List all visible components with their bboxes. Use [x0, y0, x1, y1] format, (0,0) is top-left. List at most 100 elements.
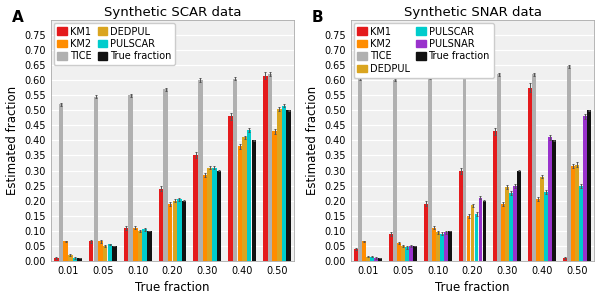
- Bar: [424, 204, 428, 261]
- Bar: [540, 177, 544, 261]
- Bar: [505, 187, 509, 261]
- Bar: [124, 228, 128, 261]
- Bar: [428, 78, 431, 261]
- Bar: [479, 198, 482, 261]
- Bar: [263, 76, 268, 261]
- Text: B: B: [311, 10, 323, 25]
- Bar: [436, 232, 440, 261]
- Bar: [251, 140, 256, 261]
- Bar: [587, 110, 591, 261]
- Bar: [282, 106, 286, 261]
- Title: Synthetic SNAR data: Synthetic SNAR data: [404, 6, 542, 19]
- Legend: KM1, KM2, TICE, DEDPUL, PULSCAR, True fraction: KM1, KM2, TICE, DEDPUL, PULSCAR, True fr…: [53, 22, 175, 65]
- Bar: [544, 192, 548, 261]
- Bar: [158, 189, 163, 261]
- Bar: [470, 205, 475, 261]
- Bar: [268, 74, 272, 261]
- Bar: [563, 258, 567, 261]
- Bar: [579, 186, 583, 261]
- Bar: [177, 199, 182, 261]
- Bar: [482, 201, 487, 261]
- Bar: [128, 95, 133, 261]
- Bar: [409, 246, 413, 261]
- Bar: [112, 246, 117, 261]
- Bar: [193, 155, 198, 261]
- Bar: [277, 109, 281, 261]
- Bar: [567, 67, 571, 261]
- Bar: [59, 104, 64, 261]
- Bar: [583, 116, 587, 261]
- Bar: [458, 170, 463, 261]
- Bar: [475, 214, 478, 261]
- Bar: [532, 74, 536, 261]
- Bar: [54, 258, 59, 261]
- Bar: [107, 244, 112, 261]
- X-axis label: True fraction: True fraction: [135, 281, 210, 294]
- Bar: [432, 228, 436, 261]
- Bar: [463, 76, 466, 261]
- Bar: [238, 146, 242, 261]
- Bar: [68, 255, 73, 261]
- Bar: [517, 170, 521, 261]
- Bar: [529, 88, 532, 261]
- Bar: [89, 242, 94, 261]
- Bar: [103, 246, 107, 261]
- Text: A: A: [11, 10, 23, 25]
- Bar: [77, 258, 82, 261]
- Bar: [370, 256, 374, 261]
- Bar: [571, 166, 575, 261]
- Bar: [208, 167, 212, 261]
- Bar: [393, 80, 397, 261]
- Bar: [389, 234, 393, 261]
- Bar: [64, 242, 68, 261]
- Legend: KM1, KM2, TICE, DEDPUL, PULSCAR, PULSNAR, True fraction: KM1, KM2, TICE, DEDPUL, PULSCAR, PULSNAR…: [353, 22, 494, 78]
- Bar: [217, 170, 221, 261]
- Bar: [536, 199, 540, 261]
- Bar: [272, 131, 277, 261]
- Bar: [374, 258, 378, 261]
- Y-axis label: Estimated fraction: Estimated fraction: [5, 86, 19, 195]
- Bar: [401, 246, 405, 261]
- Bar: [548, 137, 552, 261]
- X-axis label: True fraction: True fraction: [435, 281, 510, 294]
- Bar: [413, 246, 417, 261]
- Bar: [163, 89, 168, 261]
- Bar: [147, 231, 152, 261]
- Bar: [98, 242, 103, 261]
- Bar: [229, 116, 233, 261]
- Bar: [448, 231, 452, 261]
- Bar: [467, 216, 470, 261]
- Bar: [182, 201, 187, 261]
- Bar: [444, 232, 448, 261]
- Bar: [497, 74, 502, 261]
- Bar: [242, 137, 247, 261]
- Bar: [133, 228, 137, 261]
- Bar: [233, 79, 238, 261]
- Bar: [286, 110, 291, 261]
- Title: Synthetic SCAR data: Synthetic SCAR data: [104, 6, 241, 19]
- Bar: [575, 164, 579, 261]
- Bar: [502, 204, 505, 261]
- Bar: [73, 258, 77, 261]
- Bar: [440, 234, 443, 261]
- Bar: [142, 230, 147, 261]
- Bar: [552, 140, 556, 261]
- Bar: [198, 80, 203, 261]
- Bar: [405, 248, 409, 261]
- Bar: [509, 193, 513, 261]
- Bar: [94, 97, 98, 261]
- Bar: [354, 249, 358, 261]
- Bar: [378, 258, 382, 261]
- Bar: [138, 231, 142, 261]
- Bar: [514, 186, 517, 261]
- Bar: [362, 242, 366, 261]
- Bar: [366, 256, 370, 261]
- Bar: [358, 79, 362, 261]
- Bar: [493, 131, 497, 261]
- Bar: [247, 130, 251, 261]
- Y-axis label: Estimated fraction: Estimated fraction: [305, 86, 319, 195]
- Bar: [397, 243, 401, 261]
- Bar: [173, 201, 177, 261]
- Bar: [203, 175, 207, 261]
- Bar: [168, 204, 172, 261]
